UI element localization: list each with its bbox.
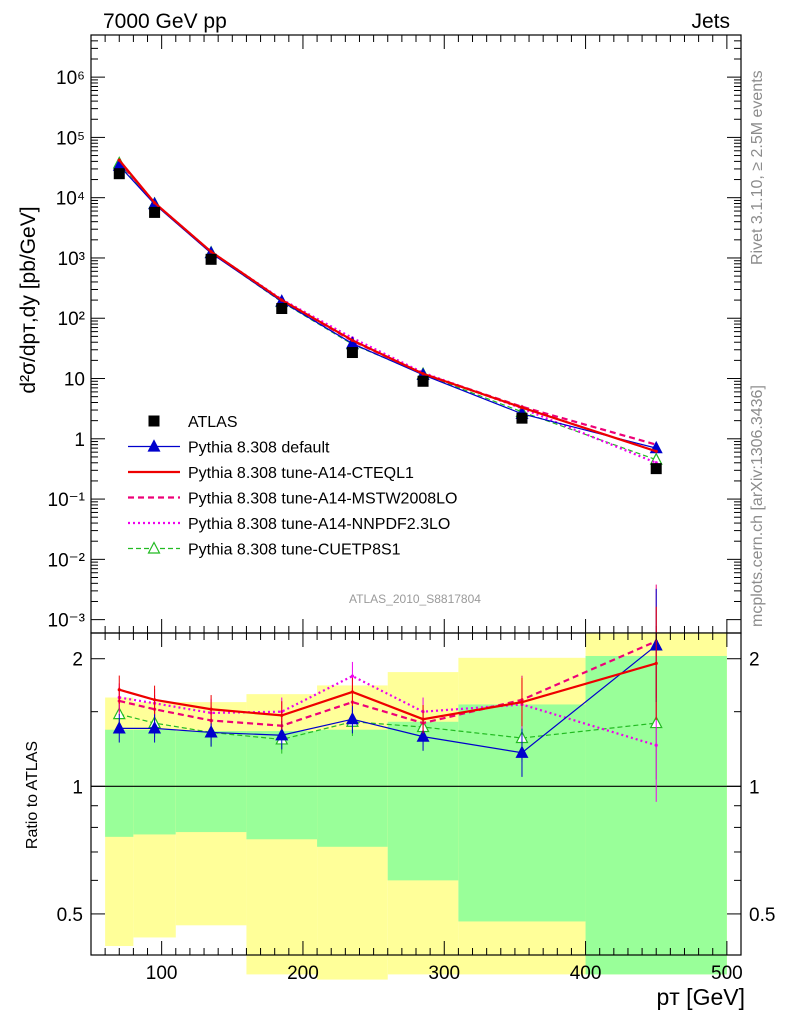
ratio-point-default-2 (204, 725, 218, 738)
ratio-point-default-3 (275, 727, 289, 741)
main-line-mstw (118, 160, 657, 446)
ratio-ytick-label-right-0: 0.5 (749, 905, 775, 926)
ratio-point-default-0 (112, 721, 126, 734)
legend: ATLAS Pythia 8.308 default Pythia 8.308 tu… (128, 414, 457, 559)
ratio-line-cteql1 (118, 662, 657, 721)
ratio-ytick-label-left-0: 0.5 (57, 905, 83, 926)
ratio-axes: 0.5 0.5 1 1 2 2 100 200 300 400 500 (57, 633, 775, 984)
ratio-bands (91, 633, 741, 980)
ratio-frame (90, 632, 742, 956)
legend-label-cteql1: Pythia 8.308 tune-A14-CTEQL1 (188, 465, 414, 482)
ratio-marks (112, 584, 663, 802)
ratio-point-cteql1-3 (280, 713, 284, 718)
x-axis-label: pᴛ [GeV] (656, 984, 745, 1010)
main-point-atlas-0 (113, 168, 125, 180)
ratio-ytick-label-right-2: 2 (749, 650, 760, 671)
rivet-label: Rivet 3.1.10, ≥ 2.5M events (749, 70, 766, 265)
main-ytick-label-7: 10⁴ (56, 189, 85, 210)
main-ytick-label-2: 10⁻¹ (48, 490, 86, 511)
analysis-id: ATLAS_2010_S8817804 (349, 592, 481, 606)
main-ytick-label-9: 10⁶ (56, 68, 85, 89)
main-panel: 10⁻³ 10⁻² 10⁻¹ 1 10 10² 10³ 10⁴ 10⁵ 10⁶ d²σ/dpᴛ,d… (17, 34, 742, 634)
main-point-atlas-4 (346, 347, 358, 359)
ratio-point-cteql1-2 (209, 707, 213, 711)
legend-marker-default (147, 439, 161, 452)
legend-marker-cuetp8s1 (147, 541, 161, 554)
ratio-xtick-label-1: 200 (287, 963, 319, 984)
ratio-point-cteql1-7 (654, 661, 658, 665)
ratio-xtick-label-0: 100 (146, 963, 178, 984)
ratio-xtick-label-2: 300 (428, 963, 460, 984)
header-right: Jets (691, 10, 730, 33)
main-point-cteql1-0 (117, 158, 121, 162)
ratio-ytick-label-right-1: 1 (749, 777, 760, 798)
ratio-point-default-5 (416, 729, 430, 742)
ratio-line-default (119, 644, 657, 754)
main-point-cteql1-3 (280, 298, 284, 302)
ratio-point-cteql1-0 (117, 688, 121, 692)
ratio-point-default-1 (148, 721, 162, 734)
main-point-atlas-5 (417, 375, 429, 387)
band-inner-2 (175, 731, 247, 833)
main-ytick-label-8: 10⁵ (56, 128, 85, 149)
main-point-atlas-6 (516, 412, 528, 424)
ratio-xtick-label-3: 400 (570, 963, 602, 984)
ratio-point-default-6 (515, 745, 529, 758)
ratio-point-cteql1-6 (520, 700, 524, 704)
main-ytick-label-4: 10 (64, 370, 85, 391)
ratio-point-cteql1-5 (421, 717, 425, 721)
main-ytick-label-0: 10⁻³ (48, 611, 86, 632)
legend-label-cuetp8s1: Pythia 8.308 tune-CUETP8S1 (188, 542, 401, 559)
main-point-atlas-3 (276, 303, 288, 315)
main-ytick-label-6: 10³ (58, 249, 85, 270)
ratio-point-nnpdf-4 (350, 674, 355, 678)
ratio-panel: 0.5 0.5 1 1 2 2 100 200 300 400 500 Ratio to ATLAS… (24, 584, 775, 1010)
main-point-cteql1-4 (350, 338, 355, 342)
legend-marker-atlas (148, 415, 160, 427)
ratio-point-default-4 (345, 711, 359, 725)
ratio-point-nnpdf-7 (654, 743, 658, 747)
main-point-cteql1-5 (421, 372, 425, 376)
legend-label-atlas: ATLAS (188, 414, 238, 431)
main-point-cteql1-2 (209, 250, 213, 254)
band-inner-1 (133, 729, 176, 835)
main-point-cteql1-7 (654, 449, 658, 453)
main-ytick-label-5: 10² (58, 309, 85, 330)
ratio-point-cteql1-1 (152, 698, 157, 702)
main-point-atlas-7 (650, 463, 662, 475)
main-y-label: d²σ/dpᴛ,dy [pb/GeV] (17, 206, 40, 393)
ratio-line-mstw (119, 640, 657, 727)
main-ytick-label-1: 10⁻² (48, 550, 86, 571)
ratio-point-cteql1-4 (350, 690, 355, 694)
main-point-cteql1-1 (152, 201, 157, 205)
ratio-ytick-label-left-1: 1 (72, 777, 83, 798)
main-point-atlas-1 (149, 206, 161, 218)
ratio-line-nnpdf (119, 674, 657, 747)
header-left: 7000 GeV pp (103, 10, 227, 33)
main-line-cteql1 (118, 159, 657, 453)
main-line-default (118, 165, 657, 449)
main-marks (112, 156, 663, 475)
ratio-xtick-label-4: 500 (711, 963, 743, 984)
main-ytick-label-3: 1 (74, 430, 85, 451)
band-inner-4 (317, 729, 388, 847)
legend-label-default: Pythia 8.308 default (188, 440, 330, 457)
mcplots-label: mcplots.cern.ch [arXiv:1306.3436] (749, 385, 766, 627)
ratio-line-cuetp8s1 (119, 713, 657, 741)
band-inner-0 (105, 729, 134, 837)
ratio-y-label: Ratio to ATLAS (24, 741, 41, 849)
legend-label-nnpdf: Pythia 8.308 tune-A14-NNPDF2.3LO (188, 516, 450, 533)
main-axes: 10⁻³ 10⁻² 10⁻¹ 1 10 10² 10³ 10⁴ 10⁵ 10⁶ (48, 34, 741, 633)
main-point-atlas-2 (205, 253, 217, 265)
legend-label-mstw: Pythia 8.308 tune-A14-MSTW2008LO (188, 491, 457, 508)
ratio-ytick-label-left-2: 2 (72, 650, 83, 671)
main-point-cteql1-6 (520, 405, 524, 410)
